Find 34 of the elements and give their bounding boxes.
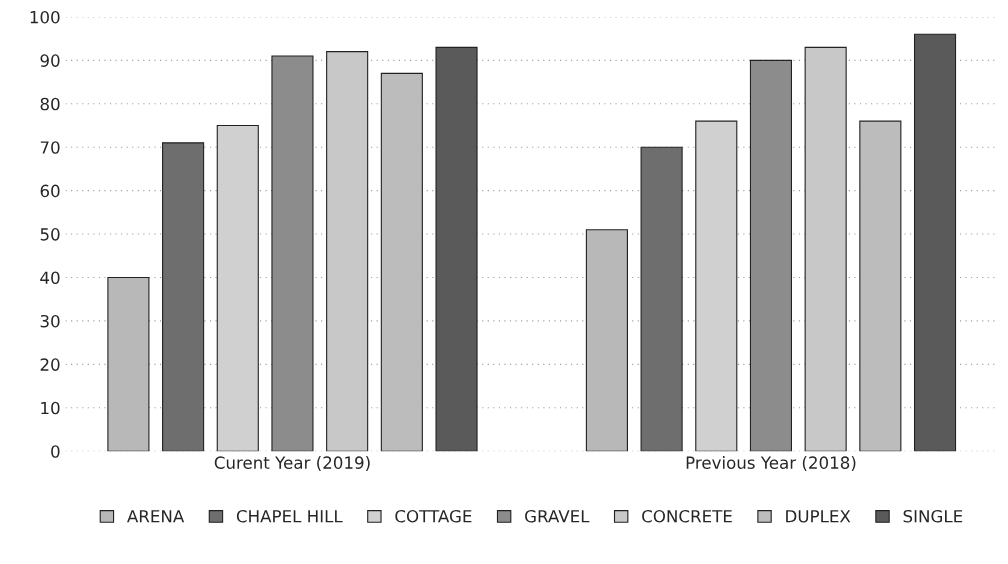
bar	[435, 46, 478, 452]
x-tick-label: Previous Year (2018)	[686, 456, 856, 471]
y-tick-label: 90	[40, 54, 60, 67]
bar	[913, 33, 957, 452]
bar	[326, 51, 369, 452]
y-tick-label: 70	[40, 141, 60, 154]
legend-label: SINGLE	[903, 509, 963, 523]
bar	[216, 124, 259, 452]
bar	[749, 59, 793, 452]
bar	[804, 46, 847, 452]
x-tick-label: Curent Year (2019)	[214, 456, 370, 471]
y-tick-label: 60	[40, 184, 60, 198]
bar	[640, 146, 683, 452]
bar	[585, 229, 628, 452]
legend-label: ARENA	[127, 510, 185, 523]
y-tick-label: 100	[30, 10, 60, 24]
y-tick-label: 30	[40, 314, 60, 328]
bar	[695, 120, 738, 452]
legend-label: GRAVEL	[525, 509, 590, 523]
y-tick-label: 40	[40, 271, 60, 285]
bar	[162, 142, 205, 452]
bar	[107, 276, 150, 452]
y-tick-label: 50	[40, 228, 60, 241]
y-tick-label: 0	[51, 445, 60, 458]
legend-label: CHAPEL HILL	[236, 509, 343, 523]
y-tick-label: 20	[40, 358, 60, 371]
bar	[380, 72, 423, 452]
y-tick-label: 80	[40, 97, 60, 111]
y-tick-label: 10	[41, 401, 60, 415]
bar	[271, 55, 314, 452]
legend-label: CONCRETE	[642, 509, 732, 523]
legend-label: DUPLEX	[786, 510, 851, 523]
legend-label: COTTAGE	[395, 509, 472, 523]
bar	[859, 120, 902, 452]
